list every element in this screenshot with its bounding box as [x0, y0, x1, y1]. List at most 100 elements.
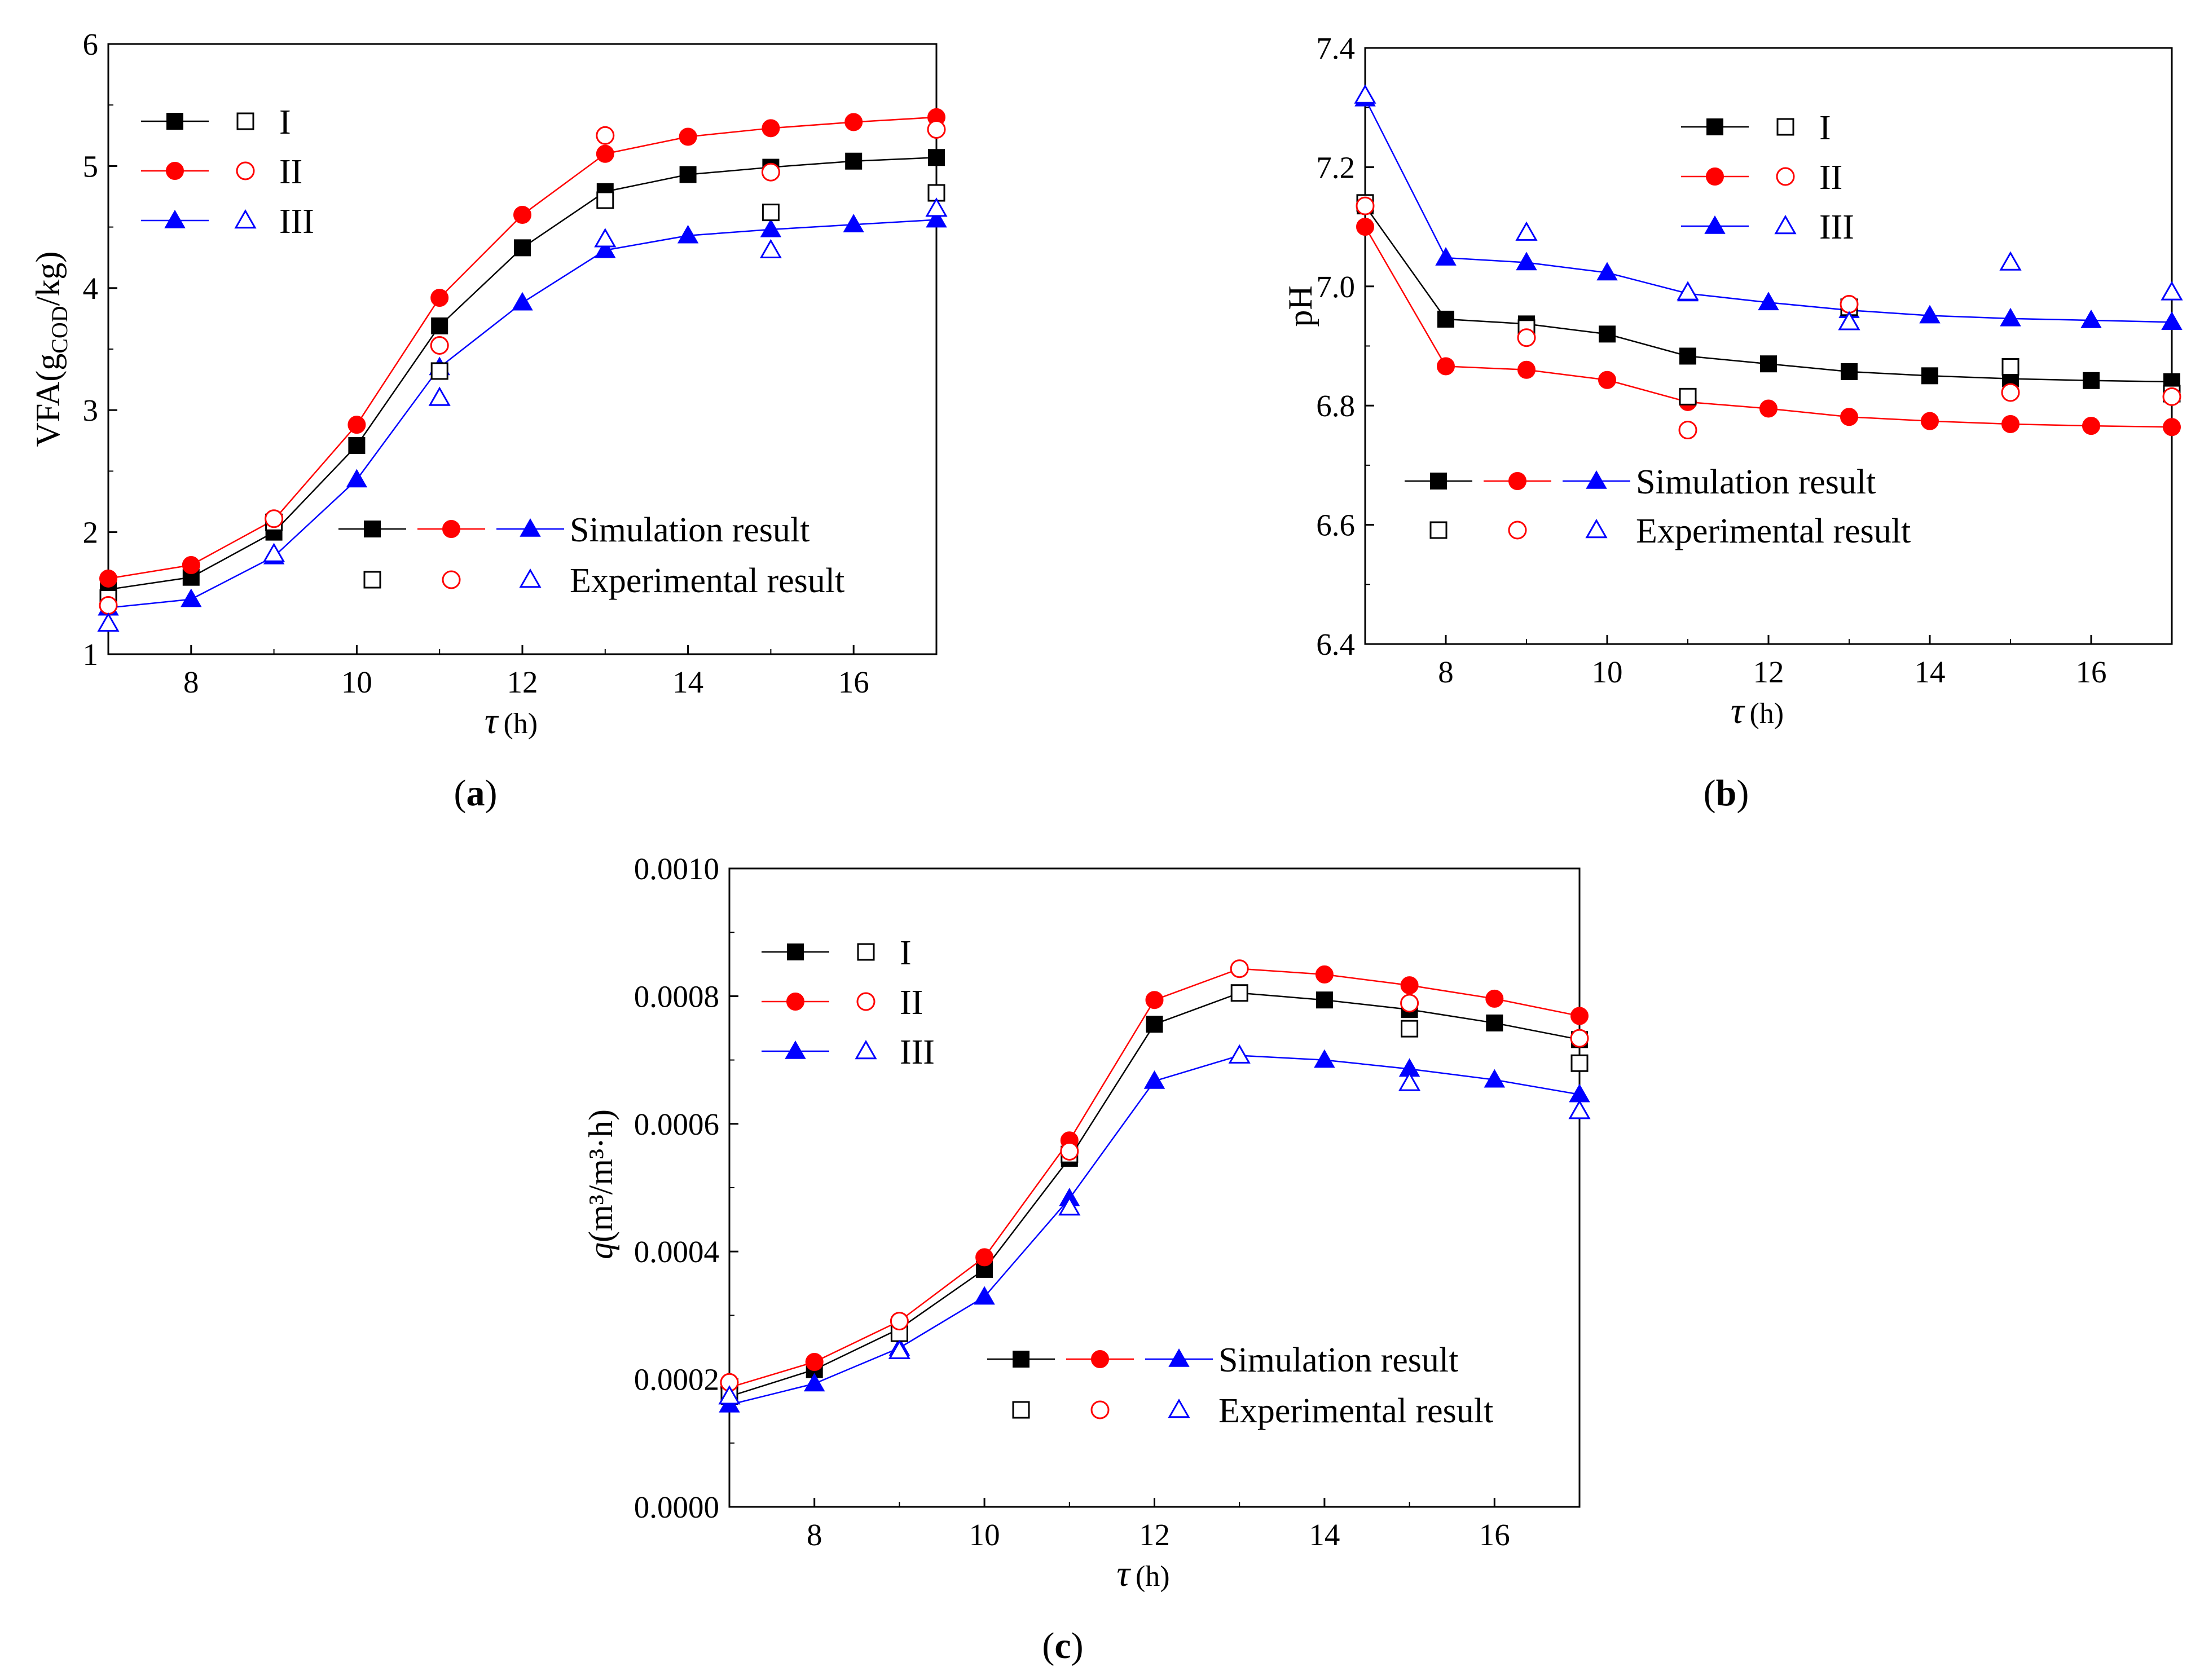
legend-marker-simulation — [520, 518, 541, 537]
x-axis-label: τ (h) — [485, 700, 538, 742]
data-point-simulation-I — [1679, 347, 1696, 365]
legend-series-label: III — [1819, 208, 1854, 246]
legend-marker-experiment — [236, 161, 255, 180]
data-point-simulation-II — [513, 205, 531, 224]
data-point-simulation-III — [595, 239, 616, 258]
legend-marker-simulation — [364, 521, 381, 537]
legend-marker-simulation — [442, 520, 460, 538]
y-tick-label: 2 — [83, 515, 99, 550]
y-tick-label: 6.4 — [1316, 627, 1355, 662]
data-point-simulation-I — [1486, 1014, 1503, 1031]
x-tick-label: 10 — [341, 665, 372, 699]
data-point-simulation-II — [762, 119, 780, 138]
y-tick-label: 6 — [83, 27, 99, 61]
x-axis-label: τ (h) — [1116, 1553, 1169, 1594]
data-point-simulation-I — [2083, 372, 2100, 389]
data-point-experiment-III — [718, 1385, 741, 1405]
data-point-experiment-II — [2162, 387, 2181, 406]
x-tick-label: 14 — [1915, 655, 1946, 689]
legend-marker-experiment — [1776, 118, 1794, 136]
data-point-simulation-II — [2001, 415, 2020, 433]
legend-series-label: I — [1819, 109, 1831, 147]
series-experiment-II — [1356, 196, 2181, 440]
y-tick-label: 7.4 — [1316, 31, 1355, 65]
y-tick-label: 4 — [83, 271, 99, 306]
data-point-simulation-II — [1598, 371, 1616, 389]
data-point-simulation-III — [1516, 252, 1537, 271]
x-tick-label: 14 — [672, 665, 703, 699]
data-point-simulation-II — [679, 127, 697, 146]
legend-experimental-label: Experimental result — [570, 562, 844, 600]
data-point-simulation-II — [1437, 357, 1455, 376]
data-point-simulation-III — [1484, 1069, 1506, 1088]
y-tick-label: 0.0004 — [634, 1234, 719, 1269]
legend-marker-experiment — [1774, 214, 1797, 235]
x-axis-unit: (h) — [1749, 698, 1784, 730]
y-axis-label: pH — [1282, 285, 1319, 327]
data-point-simulation-II — [1759, 399, 1778, 418]
y-tick-label: 3 — [83, 393, 99, 427]
x-axis-label: τ (h) — [1731, 690, 1784, 731]
legend-marker-experiment — [1012, 1401, 1030, 1419]
legend-series-label: III — [900, 1033, 935, 1072]
legend-marker-experiment — [1090, 1400, 1110, 1419]
data-point-simulation-II — [975, 1248, 994, 1267]
legend-marker-simulation — [166, 162, 184, 180]
data-point-experiment-I — [2001, 358, 2020, 376]
data-point-experiment-II — [596, 126, 615, 145]
x-axis-symbol: τ — [1731, 690, 1745, 731]
series-simulation-II — [1356, 218, 2181, 436]
data-point-simulation-II — [1315, 965, 1334, 984]
legend-marker-simulation — [787, 943, 804, 960]
y-tick-label: 6.6 — [1316, 508, 1355, 543]
legend-marker-experiment — [1585, 518, 1608, 539]
data-point-experiment-III — [1568, 1100, 1591, 1119]
legend-series-label: II — [1819, 158, 1842, 197]
data-point-experiment-III — [1838, 311, 1860, 330]
data-point-experiment-II — [1400, 994, 1419, 1013]
y-tick-label: 0.0008 — [634, 979, 719, 1013]
y-tick-label: 7.0 — [1316, 270, 1355, 304]
data-point-experiment-II — [1570, 1029, 1589, 1048]
data-point-experiment-II — [1840, 295, 1859, 314]
data-point-experiment-I — [596, 191, 614, 209]
y-axis-label: VFA(gCOD/kg) — [29, 252, 72, 447]
x-tick-label: 12 — [1139, 1518, 1170, 1552]
y-tick-label: 7.2 — [1316, 150, 1355, 184]
legend-marker-experiment — [236, 112, 254, 130]
data-point-experiment-II — [1356, 196, 1375, 215]
data-point-simulation-II — [182, 556, 200, 575]
data-point-experiment-III — [888, 1339, 910, 1360]
data-point-simulation-II — [1145, 991, 1164, 1009]
data-point-experiment-II — [430, 336, 449, 355]
x-axis-symbol: τ — [1116, 1553, 1131, 1594]
data-point-simulation-I — [514, 239, 531, 257]
data-point-simulation-I — [1437, 310, 1454, 328]
data-point-simulation-I — [1921, 367, 1938, 385]
data-point-simulation-III — [974, 1286, 995, 1305]
data-point-simulation-I — [845, 152, 863, 170]
legend-marker-experiment — [1776, 167, 1795, 186]
legend-marker-simulation — [785, 1040, 806, 1059]
legend-marker-simulation — [1704, 215, 1726, 234]
x-axis-unit: (h) — [503, 708, 538, 740]
data-point-experiment-II — [99, 596, 118, 615]
data-point-experiment-II — [1060, 1141, 1079, 1161]
data-point-experiment-III — [1058, 1196, 1081, 1216]
data-point-simulation-II — [2082, 417, 2100, 435]
y-tick-label: 0.0000 — [634, 1490, 719, 1524]
data-point-simulation-I — [1316, 991, 1333, 1009]
data-point-simulation-III — [1596, 262, 1618, 281]
data-point-experiment-II — [761, 162, 780, 182]
data-point-simulation-I — [348, 436, 366, 454]
legend-series-label: II — [900, 984, 923, 1022]
data-point-experiment-III — [1398, 1072, 1421, 1091]
data-point-simulation-II — [430, 289, 449, 307]
data-point-experiment-III — [1999, 251, 2022, 271]
data-point-simulation-III — [1314, 1049, 1335, 1068]
x-tick-label: 16 — [838, 665, 869, 699]
data-point-simulation-II — [99, 569, 117, 588]
x-tick-label: 8 — [183, 665, 199, 699]
